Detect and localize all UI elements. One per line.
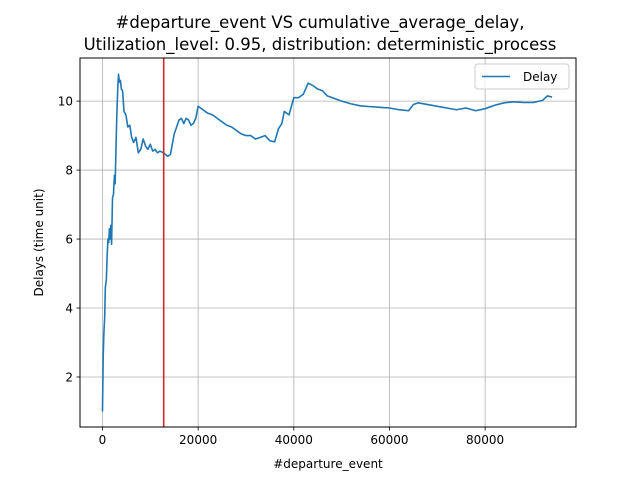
chart-title-line-1: #departure_event VS cumulative_average_d… bbox=[116, 13, 525, 33]
chart-title-line-2: Utilization_level: 0.95, distribution: d… bbox=[84, 35, 557, 55]
x-tick-label: 0 bbox=[99, 433, 107, 447]
grid-lines bbox=[80, 58, 576, 427]
y-tick-label: 2 bbox=[65, 370, 73, 384]
x-tick-label: 60000 bbox=[370, 433, 408, 447]
x-axis-ticks: 0 20000 40000 60000 80000 bbox=[99, 427, 504, 447]
series-line-delay bbox=[101, 73, 553, 412]
x-tick-label: 20000 bbox=[179, 433, 217, 447]
y-axis-label: Delays (time unit) bbox=[32, 188, 46, 296]
plot-area-frame bbox=[79, 57, 577, 428]
y-axis-ticks: 2 4 6 8 10 bbox=[58, 95, 80, 384]
series-layer bbox=[101, 73, 553, 412]
y-tick-label: 8 bbox=[65, 164, 73, 178]
legend-label-delay: Delay bbox=[523, 70, 557, 84]
y-tick-label: 6 bbox=[65, 233, 73, 247]
y-tick-label: 10 bbox=[58, 95, 73, 109]
x-tick-label: 40000 bbox=[275, 433, 313, 447]
legend-box bbox=[474, 63, 570, 90]
x-tick-label: 80000 bbox=[466, 433, 504, 447]
legend: Delay bbox=[474, 63, 570, 90]
x-axis-label: #departure_event bbox=[273, 457, 383, 471]
y-tick-label: 4 bbox=[65, 302, 73, 316]
